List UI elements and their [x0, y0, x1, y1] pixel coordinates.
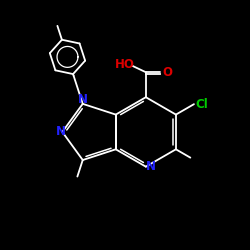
Text: N: N [78, 93, 88, 106]
Text: N: N [56, 126, 66, 138]
Text: HO: HO [115, 58, 135, 71]
Text: N: N [146, 160, 156, 173]
Text: O: O [162, 66, 172, 79]
Text: Cl: Cl [195, 98, 208, 111]
